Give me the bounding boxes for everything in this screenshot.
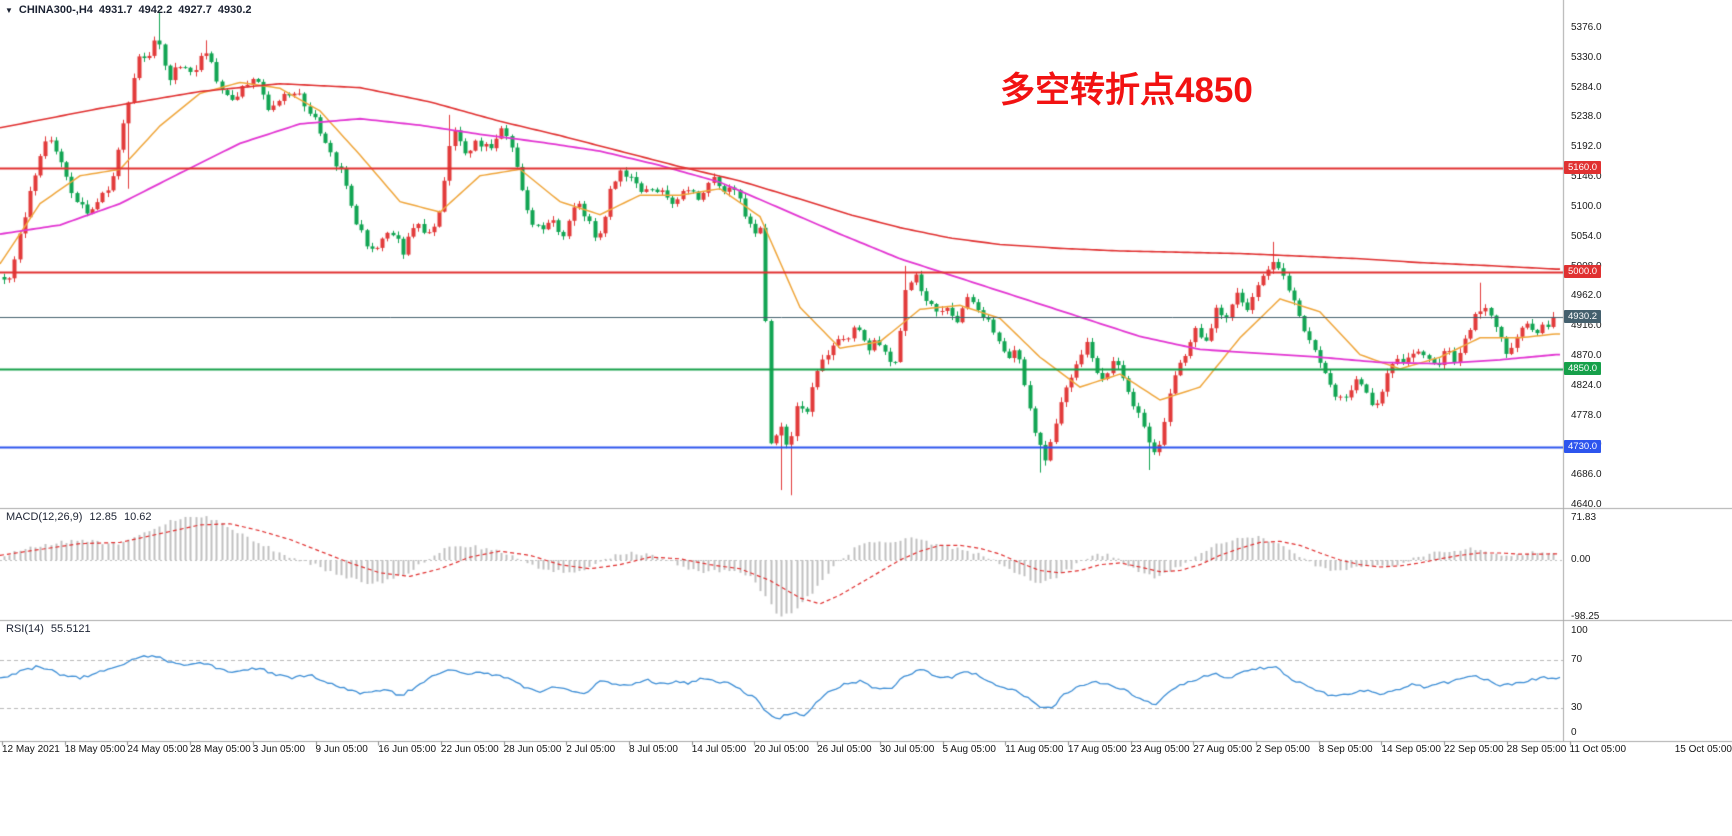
ohlc-low-value: 4927.7 (178, 4, 212, 16)
time-axis-label: 30 Jul 05:00 (879, 744, 935, 755)
time-axis-label: 16 Jun 05:00 (378, 744, 437, 755)
rsi-axis-label: 0 (1571, 727, 1577, 738)
price-axis-label: 5330.0 (1571, 51, 1602, 63)
price-axis-label: 5376.0 (1571, 22, 1602, 33)
price-axis-label: 5054.0 (1571, 230, 1602, 242)
rsi-indicator-label: RSI(14) 55.5121 (6, 623, 91, 635)
time-axis-label: 28 Jun 05:00 (503, 744, 562, 755)
time-axis-label: 17 Aug 05:00 (1067, 744, 1127, 755)
time-axis-label: 15 Oct 05:00 (1674, 744, 1732, 755)
price-axis-label: 4686.0 (1571, 469, 1602, 481)
price-axis-label: 5284.0 (1571, 81, 1602, 93)
rsi-axis-label: 30 (1571, 702, 1583, 713)
time-axis-label: 12 May 2021 (2, 744, 60, 755)
price-axis-label: 5146.0 (1571, 171, 1602, 183)
time-axis-label: 20 Jul 05:00 (754, 744, 809, 755)
macd-indicator-label: MACD(12,26,9) 12.85 10.62 (6, 511, 151, 523)
chart-ohlc-header: ▼ CHINA300-,H4 4931.7 4942.2 4927.7 4930… (5, 4, 252, 16)
price-axis-label: 4824.0 (1571, 379, 1602, 391)
macd-main-value: 12.85 (89, 511, 117, 523)
time-axis-label: 2 Sep 05:00 (1256, 744, 1310, 755)
price-level-badge-5000: 5000.0 (1564, 265, 1602, 279)
ohlc-close-value: 4930.2 (217, 4, 252, 16)
time-axis-label: 11 Oct 05:00 (1569, 744, 1627, 755)
macd-signal-value: 10.62 (123, 511, 152, 523)
time-axis-label: 9 Jun 05:00 (315, 744, 368, 755)
price-axis-label: 4870.0 (1571, 349, 1602, 361)
time-axis-label: 23 Aug 05:00 (1130, 744, 1190, 755)
price-level-badge-4730: 4730.0 (1564, 440, 1602, 454)
time-axis-label: 11 Aug 05:00 (1005, 744, 1064, 755)
rsi-value: 55.5121 (50, 623, 91, 635)
price-level-badge-4850: 4850.0 (1564, 362, 1602, 376)
time-axis-label: 27 Aug 05:00 (1193, 744, 1253, 755)
time-axis-label: 28 Sep 05:00 (1506, 744, 1567, 755)
time-axis-label: 14 Sep 05:00 (1381, 744, 1441, 755)
macd-label-text: MACD(12,26,9) (6, 511, 83, 523)
current-price-badge: 4930.2 (1564, 310, 1602, 324)
price-scale-column[interactable]: 5160.0 5000.0 4930.2 4850.0 4730.0 5376.… (1564, 0, 1732, 741)
price-axis-label: 5238.0 (1571, 111, 1602, 123)
macd-axis-label: -98.25 (1571, 611, 1600, 623)
symbol-dropdown-icon[interactable]: ▼ (5, 5, 13, 15)
price-axis-label: 4962.0 (1571, 290, 1602, 302)
time-axis-label: 8 Jul 05:00 (629, 744, 678, 755)
chart-annotation-text: 多空转折点4850 (1000, 71, 1253, 110)
time-axis-label: 18 May 05:00 (64, 744, 126, 755)
time-axis-label: 28 May 05:00 (190, 744, 251, 755)
macd-axis-label: 71.83 (1571, 512, 1597, 523)
time-axis[interactable]: 12 May 2021 18 May 05:00 24 May 05:00 28 Ma… (0, 744, 1732, 759)
rsi-label-text: RSI(14) (6, 623, 44, 635)
symbol-timeframe-label: CHINA300-,H4 (18, 4, 93, 16)
price-axis-label: 4916.0 (1571, 320, 1602, 332)
time-axis-label: 2 Jul 05:00 (566, 744, 616, 755)
ohlc-high-value: 4942.2 (138, 4, 173, 16)
time-axis-label: 26 Jul 05:00 (817, 744, 872, 755)
rsi-axis-label: 100 (1571, 625, 1588, 636)
time-axis-label: 8 Sep 05:00 (1318, 744, 1373, 755)
macd-axis-label: 0.00 (1571, 554, 1591, 565)
price-axis-label: 5192.0 (1571, 141, 1602, 153)
time-axis-label: 5 Aug 05:00 (942, 744, 996, 755)
time-axis-label: 24 May 05:00 (127, 744, 188, 755)
price-level-badge-5160: 5160.0 (1564, 161, 1602, 175)
price-axis-label: 4778.0 (1571, 409, 1602, 421)
ohlc-open-value: 4931.7 (98, 4, 133, 16)
price-axis-label: 5100.0 (1571, 200, 1602, 212)
time-axis-label: 14 Jul 05:00 (691, 744, 747, 755)
rsi-axis-label: 70 (1571, 654, 1583, 665)
time-axis-label: 3 Jun 05:00 (252, 744, 306, 755)
time-axis-label: 22 Sep 05:00 (1444, 744, 1504, 755)
time-axis-label: 22 Jun 05:00 (440, 744, 499, 755)
price-axis-label: 4640.0 (1571, 499, 1602, 510)
